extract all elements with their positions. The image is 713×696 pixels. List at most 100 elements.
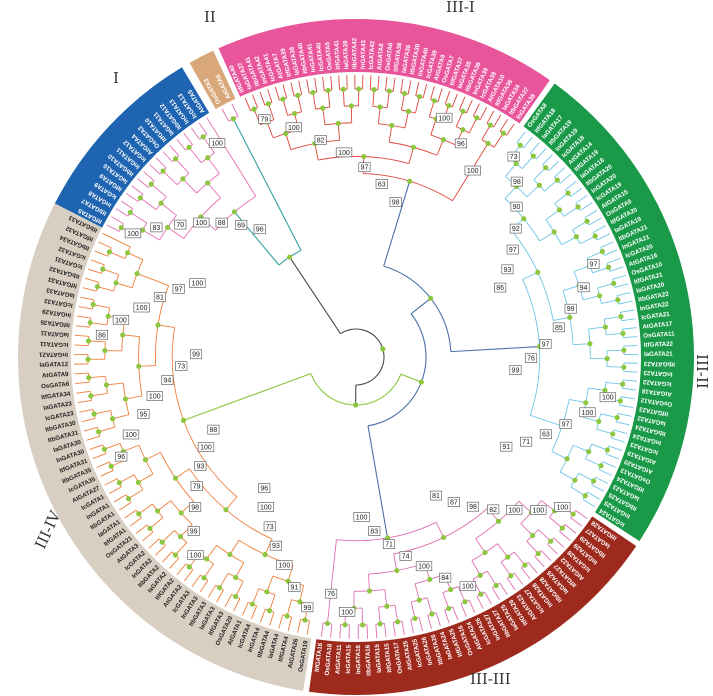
bootstrap-value: 99	[512, 368, 520, 375]
tree-node	[407, 178, 413, 184]
branch-radial	[444, 90, 451, 105]
leaf-label: OsGATA5	[324, 41, 334, 70]
branch-radial	[98, 241, 112, 249]
branch-radial	[138, 473, 154, 483]
leaf-label: InGATA23	[643, 369, 673, 378]
branch-radial	[136, 273, 169, 286]
branch-radial	[612, 274, 627, 280]
branch-radial	[378, 607, 381, 624]
leaf-label: IcGATA15	[345, 644, 353, 673]
tree-node	[134, 270, 140, 277]
bootstrap-label: 99	[187, 526, 200, 536]
bootstrap-value: 87	[450, 500, 458, 507]
bootstrap-label: 84	[439, 572, 452, 583]
branch-radial	[251, 605, 258, 620]
branch-radial	[306, 620, 310, 635]
bootstrap-value: 73	[510, 154, 518, 161]
bootstrap-value: 100	[127, 231, 139, 238]
backbone-radial	[289, 256, 341, 334]
leaf-label: OsGATA6	[41, 381, 70, 391]
tree-node	[460, 108, 466, 114]
branch-radial	[551, 451, 568, 460]
branch-radial	[622, 379, 638, 382]
branch-radial	[427, 615, 432, 629]
branch-radial	[392, 77, 396, 92]
bootstrap-label: 83	[368, 526, 381, 536]
bootstrap-label: 100	[208, 138, 226, 148]
branch-radial	[468, 599, 476, 613]
branch-radial	[617, 412, 632, 417]
bootstrap-label: 94	[161, 375, 174, 386]
branch-radial	[604, 316, 621, 320]
branch-radial	[184, 569, 194, 582]
leaf-label: ItfGATA35	[40, 318, 70, 328]
bootstrap-label: 99	[509, 365, 522, 376]
tree-node	[165, 224, 171, 230]
tree-node	[85, 356, 91, 362]
branch-radial	[584, 209, 598, 218]
branch-radial	[459, 96, 466, 110]
branch-radial	[203, 563, 215, 579]
branch-radial	[621, 318, 636, 322]
branch-radial	[451, 93, 458, 108]
bootstrap-value: 97	[562, 422, 570, 429]
bootstrap-label: 73	[263, 521, 276, 532]
branch-radial	[76, 390, 91, 394]
leaf-label: IcGATA42	[368, 40, 377, 70]
branch-radial	[415, 96, 420, 114]
bootstrap-label: 86	[95, 329, 109, 340]
branch-radial	[593, 225, 606, 233]
leaf-label: AtGATA18	[641, 387, 672, 398]
bootstrap-value: 63	[378, 181, 386, 188]
branch-radial	[123, 444, 140, 452]
tree-node	[325, 87, 331, 94]
branch-radial	[588, 217, 602, 226]
bootstrap-value: 88	[210, 427, 218, 434]
bootstrap-value: 100	[125, 432, 137, 439]
backbone-radial	[383, 181, 411, 267]
tree-node	[204, 556, 210, 562]
bootstrap-value: 100	[200, 445, 212, 452]
branch-radial	[299, 585, 305, 602]
bootstrap-label: 100	[187, 550, 204, 561]
tree-node	[604, 447, 610, 453]
branch-radial	[570, 187, 583, 197]
leaf-label: InGATA43	[360, 39, 368, 69]
tree-node	[543, 165, 549, 171]
branch-radial	[88, 340, 106, 343]
tree-node	[536, 182, 542, 188]
branch-radial	[92, 453, 107, 459]
tree-node	[291, 110, 298, 117]
tree-node	[85, 338, 92, 344]
bootstrap-label: 99	[301, 602, 314, 613]
branch-radial	[260, 609, 266, 623]
branch-radial	[285, 133, 292, 150]
tree-node	[431, 98, 437, 104]
bootstrap-value: 100	[508, 507, 520, 514]
branch-radial	[473, 103, 480, 117]
bootstrap-value: 76	[327, 591, 335, 598]
branch-radial	[149, 517, 164, 529]
leaf-label: ItfGATA34	[41, 391, 72, 402]
branch-radial	[539, 231, 555, 242]
branch-radial	[388, 125, 393, 143]
backbone-node	[428, 295, 434, 301]
bootstrap-value: 100	[190, 553, 202, 560]
branch-radial	[538, 529, 551, 542]
branch-radial	[493, 132, 504, 148]
branch-radial	[410, 601, 416, 619]
tree-node	[284, 613, 290, 619]
tree-node	[513, 160, 519, 167]
branch-radial	[460, 603, 467, 617]
bootstrap-label: 98	[466, 501, 480, 512]
branch-radial	[605, 381, 623, 385]
tree-node	[602, 324, 608, 330]
branch-radial	[506, 123, 515, 136]
tree-node	[565, 190, 571, 196]
branch-radial	[484, 591, 492, 605]
clade-label-III-IV: III-IV	[31, 507, 65, 552]
branch-radial	[225, 496, 238, 510]
backbone-radial	[232, 118, 302, 251]
bootstrap-value: 70	[176, 222, 184, 229]
bootstrap-value: 71	[385, 542, 393, 549]
